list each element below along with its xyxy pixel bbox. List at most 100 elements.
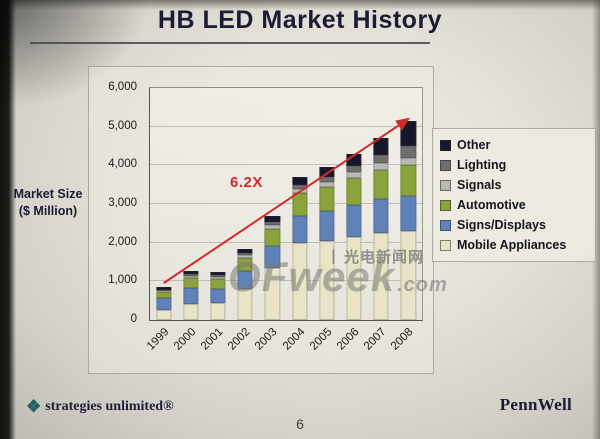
segment-signals <box>210 276 226 280</box>
bar-2002 <box>232 88 259 320</box>
y-tick-label: 3,000 <box>108 197 137 209</box>
gridline <box>150 280 422 282</box>
segment-lighting <box>210 275 226 277</box>
segment-automotive <box>155 292 172 299</box>
y-tick-label: 0 <box>130 313 137 325</box>
legend-swatch <box>440 239 451 251</box>
y-axis-title: Market Size ($ Million) <box>4 186 92 220</box>
bar-2000 <box>177 88 204 320</box>
segment-lighting <box>291 184 308 189</box>
gridline <box>150 203 422 204</box>
strategies-unlimited-logo: ❖ strategies unlimited® <box>26 398 174 415</box>
bar-2007 <box>368 88 395 320</box>
segment-mobile-appliances <box>210 302 226 320</box>
gridline <box>150 87 422 88</box>
segment-signs-displays <box>319 211 335 241</box>
segment-signals <box>183 275 199 279</box>
segment-lighting <box>183 274 199 276</box>
y-axis-title-line2: ($ Million) <box>18 203 78 218</box>
legend-label: Mobile Appliances <box>457 238 567 252</box>
bar-2006 <box>340 88 367 320</box>
bar-stack-2005 <box>319 88 335 320</box>
segment-automotive <box>237 258 253 272</box>
bar-stack-2001 <box>210 88 226 320</box>
pennwell-logo: PennWell <box>499 395 572 414</box>
segment-lighting <box>346 166 362 173</box>
legend-label: Other <box>457 138 491 152</box>
gridline <box>150 241 422 243</box>
y-tick-label: 5,000 <box>108 119 137 132</box>
strategies-unlimited-text: strategies unlimited® <box>45 398 174 414</box>
plot-area: 6.2X <box>149 87 423 321</box>
segment-automotive <box>291 193 308 216</box>
bar-stack-2004 <box>291 88 308 320</box>
legend-label: Automotive <box>457 198 526 212</box>
segment-other <box>237 248 253 253</box>
segment-other <box>183 270 199 275</box>
bar-2008 <box>395 88 422 320</box>
legend-swatch <box>440 199 451 211</box>
segment-automotive <box>210 279 226 289</box>
segment-mobile-appliances <box>346 236 362 320</box>
segment-lighting <box>319 176 335 182</box>
segment-signals <box>155 290 172 293</box>
segment-lighting <box>264 221 280 225</box>
y-axis-title-line1: Market Size <box>13 187 83 201</box>
bar-2004 <box>286 88 313 320</box>
legend-item: Signals <box>440 175 589 195</box>
legend-label: Lighting <box>457 158 507 172</box>
page-number: 6 <box>296 416 304 432</box>
bar-2005 <box>313 88 340 320</box>
segment-mobile-appliances <box>264 267 280 320</box>
photo-edge-top <box>0 0 600 10</box>
y-tick-label: 1,000 <box>108 274 137 287</box>
segment-signals <box>346 172 362 179</box>
bar-1999 <box>150 88 177 320</box>
chart-legend: Other Lighting Signals Automotive Signs/Disp… <box>432 128 596 262</box>
y-tick-label: 6,000 <box>108 81 137 93</box>
photo-edge-right <box>592 0 600 439</box>
legend-swatch <box>440 159 451 171</box>
legend-item: Lighting <box>440 155 589 175</box>
segment-automotive <box>373 170 389 200</box>
segment-other <box>155 287 172 290</box>
x-axis-labels: 1999 2000 2001 2002 2003 2004 2005 2006 2007 2008 <box>145 323 421 373</box>
segment-signals <box>319 181 335 187</box>
segment-signals <box>264 224 280 229</box>
segment-mobile-appliances <box>291 242 308 320</box>
legend-item: Mobile Appliances <box>440 235 589 255</box>
photo-corner-shade <box>0 0 150 110</box>
segment-automotive <box>319 186 335 212</box>
segment-lighting <box>373 154 389 164</box>
bar-stack-2007 <box>373 88 389 320</box>
bar-stack-2002 <box>237 88 253 320</box>
legend-item: Other <box>440 135 589 155</box>
y-tick-label: 4,000 <box>108 158 137 171</box>
segment-other <box>373 138 389 155</box>
growth-arrow <box>163 117 411 284</box>
segment-mobile-appliances <box>373 233 389 320</box>
legend-swatch <box>440 139 451 151</box>
segment-mobile-appliances <box>237 289 253 320</box>
segment-signs-displays <box>155 298 172 310</box>
bar-stack-1999 <box>155 88 172 320</box>
legend-item: Automotive <box>440 195 589 215</box>
segment-mobile-appliances <box>183 303 199 320</box>
segment-mobile-appliances <box>319 240 335 320</box>
segment-automotive <box>264 228 280 247</box>
segment-signs-displays <box>264 246 280 268</box>
segment-signs-displays <box>291 215 308 243</box>
bar-stack-2000 <box>183 88 199 320</box>
y-axis-ticks: 0 1,000 2,000 3,000 4,000 5,000 6,000 <box>89 81 145 325</box>
legend-swatch <box>440 179 451 191</box>
segment-automotive <box>346 178 362 206</box>
segment-lighting <box>400 146 416 158</box>
slide-title: HB LED Market History <box>157 6 443 34</box>
segment-signs-displays <box>373 199 389 233</box>
segment-mobile-appliances <box>155 309 172 320</box>
segment-mobile-appliances <box>400 231 416 320</box>
segment-other <box>291 176 308 185</box>
segment-lighting <box>237 252 253 256</box>
segment-lighting <box>155 289 172 291</box>
